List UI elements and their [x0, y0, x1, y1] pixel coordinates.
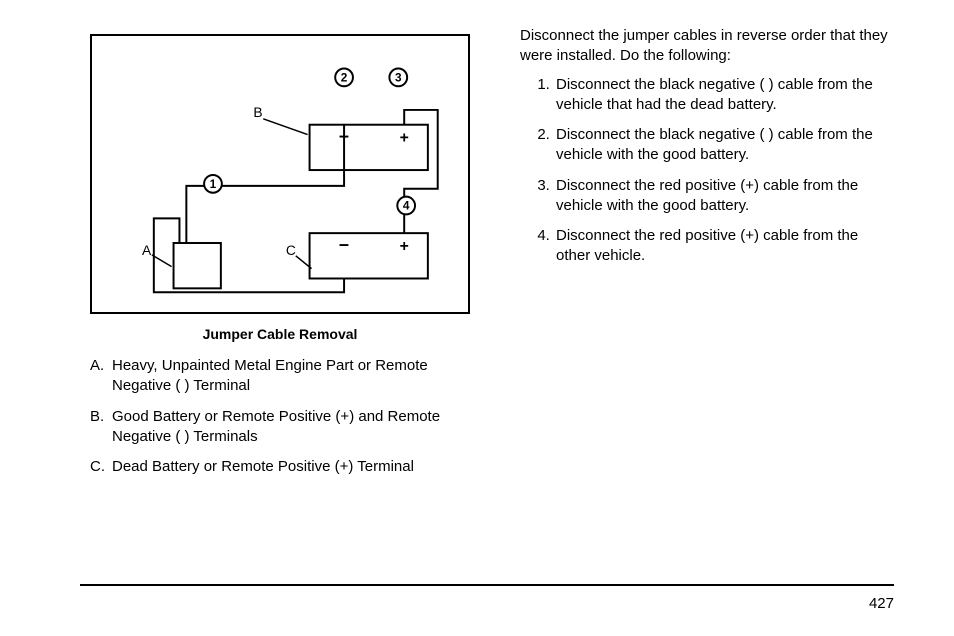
- diagram-label-b: B: [253, 105, 262, 120]
- step-item: Disconnect the red positive (+) cable fr…: [554, 176, 894, 217]
- legend-key: A.: [80, 356, 112, 397]
- step-item: Disconnect the red positive (+) cable fr…: [554, 226, 894, 267]
- svg-text:+: +: [400, 129, 409, 146]
- legend-text: Dead Battery or Remote Positive (+) Term…: [112, 457, 480, 477]
- jumper-diagram-svg: − + − + A B C 1: [92, 36, 468, 312]
- legend-item: B. Good Battery or Remote Positive (+) a…: [80, 407, 480, 448]
- svg-text:2: 2: [341, 70, 348, 84]
- legend-key: C.: [80, 457, 112, 477]
- svg-text:3: 3: [395, 70, 402, 84]
- right-column: Disconnect the jumper cables in reverse …: [520, 24, 894, 487]
- svg-text:−: −: [339, 126, 349, 146]
- marker-1: 1: [204, 175, 222, 193]
- left-column: − + − + A B C 1: [80, 24, 480, 487]
- diagram-caption: Jumper Cable Removal: [80, 326, 480, 342]
- step-item: Disconnect the black negative ( ) cable …: [554, 125, 894, 166]
- svg-text:4: 4: [403, 198, 410, 212]
- two-column-layout: − + − + A B C 1: [80, 24, 894, 487]
- svg-text:1: 1: [210, 177, 217, 191]
- legend-item: C. Dead Battery or Remote Positive (+) T…: [80, 457, 480, 477]
- legend-item: A. Heavy, Unpainted Metal Engine Part or…: [80, 356, 480, 397]
- diagram-label-c: C: [286, 243, 296, 258]
- page: − + − + A B C 1: [0, 0, 954, 636]
- legend-key: B.: [80, 407, 112, 448]
- marker-3: 3: [389, 69, 407, 87]
- steps-list: Disconnect the black negative ( ) cable …: [520, 75, 894, 267]
- page-number: 427: [869, 595, 894, 612]
- marker-4: 4: [397, 197, 415, 215]
- footer-rule: [80, 584, 894, 586]
- legend-text: Heavy, Unpainted Metal Engine Part or Re…: [112, 356, 480, 397]
- marker-2: 2: [335, 69, 353, 87]
- intro-paragraph: Disconnect the jumper cables in reverse …: [520, 26, 894, 67]
- jumper-diagram: − + − + A B C 1: [90, 34, 470, 314]
- legend-list: A. Heavy, Unpainted Metal Engine Part or…: [80, 356, 480, 477]
- svg-text:+: +: [400, 238, 409, 255]
- step-item: Disconnect the black negative ( ) cable …: [554, 75, 894, 116]
- diagram-label-a: A: [142, 243, 152, 258]
- svg-text:−: −: [339, 235, 349, 255]
- legend-text: Good Battery or Remote Positive (+) and …: [112, 407, 480, 448]
